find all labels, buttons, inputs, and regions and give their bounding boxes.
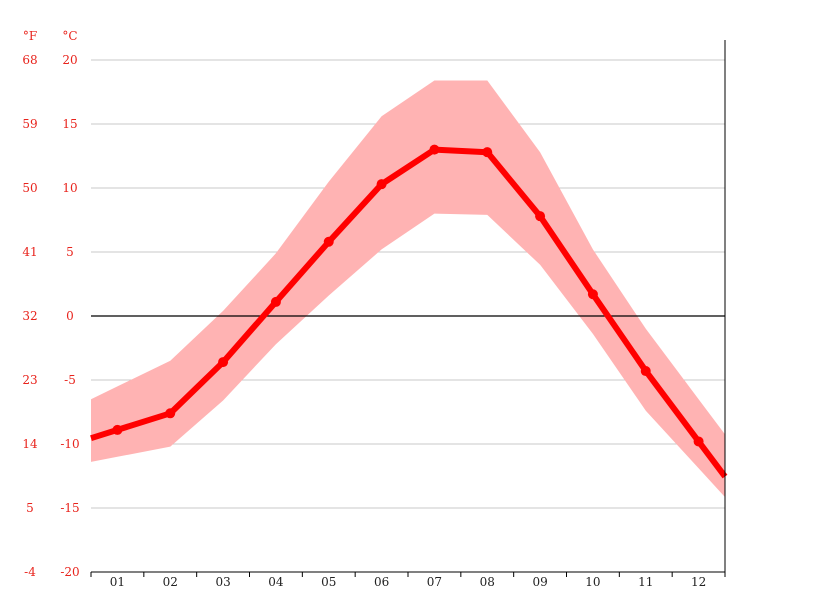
data-point [376, 179, 387, 190]
y-tick-label-fahrenheit: 41 [22, 245, 37, 259]
x-tick-label: 12 [691, 575, 706, 589]
x-tick-label: 01 [110, 575, 125, 589]
x-tick-label: 02 [163, 575, 178, 589]
celsius-unit-label: °C [62, 29, 77, 43]
range-band [91, 80, 725, 498]
x-tick-label: 06 [374, 575, 389, 589]
axes [90, 40, 726, 577]
y-tick-label-celsius: -20 [60, 565, 79, 579]
y-tick-label-celsius: -5 [64, 373, 76, 387]
y-tick-label-celsius: -10 [60, 437, 79, 451]
y-tick-label-celsius: 15 [62, 117, 77, 131]
y-tick-label-celsius: -15 [60, 501, 79, 515]
y-tick-label-fahrenheit: 68 [22, 53, 37, 67]
y-tick-label-fahrenheit: 50 [22, 181, 37, 195]
temperature-range-band [91, 80, 725, 498]
y-tick-label-fahrenheit: 5 [26, 501, 34, 515]
y-tick-label-fahrenheit: 23 [22, 373, 37, 387]
y-tick-label-celsius: 0 [66, 309, 74, 323]
x-tick-label: 11 [638, 575, 653, 589]
x-tick-label: 09 [532, 575, 547, 589]
series-line [90, 146, 728, 479]
x-tick-label: 10 [585, 575, 600, 589]
x-tick-label: 08 [480, 575, 495, 589]
data-point [270, 296, 281, 307]
temperature-line-series [90, 144, 728, 479]
data-point [482, 147, 493, 158]
x-tick-labels: 01 02 03 04 05 06 07 08 09 10 11 12 [110, 575, 706, 589]
data-point [535, 211, 546, 222]
x-tick-label: 07 [427, 575, 442, 589]
y-tick-label-fahrenheit: 32 [22, 309, 37, 323]
data-point [640, 366, 651, 377]
data-point [587, 289, 598, 300]
x-tick-label: 04 [268, 575, 284, 589]
x-tick-label: 05 [321, 575, 336, 589]
y-tick-label-fahrenheit: 14 [22, 437, 38, 451]
data-point [429, 144, 440, 155]
y-tick-label-fahrenheit: 59 [22, 117, 37, 131]
data-point [112, 424, 123, 435]
y-tick-label-fahrenheit: -4 [24, 565, 36, 579]
data-point [693, 436, 704, 447]
y-tick-label-celsius: 5 [66, 245, 74, 259]
y-tick-label-celsius: 20 [62, 53, 77, 67]
data-point [323, 236, 334, 247]
fahrenheit-unit-label: °F [23, 29, 37, 43]
data-point [165, 408, 176, 419]
data-point [218, 357, 229, 368]
y-tick-labels: 20 68 15 59 10 50 5 41 0 32 -5 23 -10 14 -15 5 -20 -4 [22, 53, 79, 579]
y-tick-label-celsius: 10 [62, 181, 77, 195]
x-tick-label: 03 [215, 575, 230, 589]
